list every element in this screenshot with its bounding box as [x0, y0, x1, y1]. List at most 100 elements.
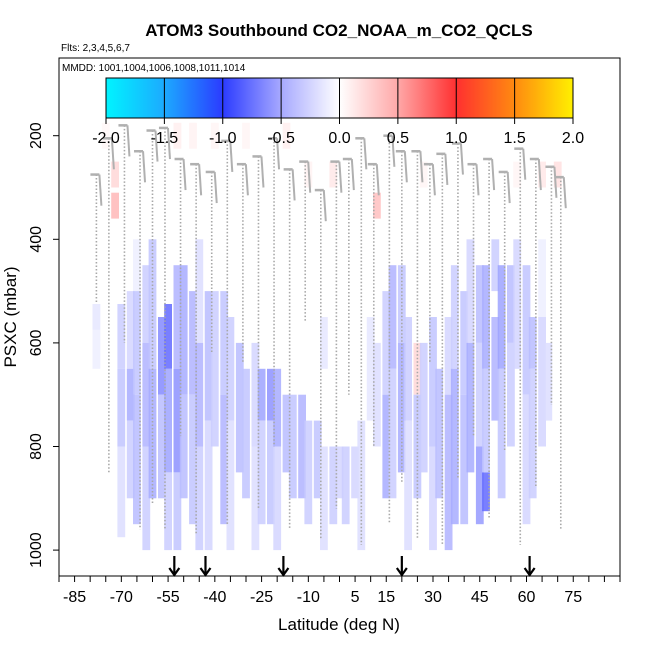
y-tick-label: 200: [28, 122, 45, 149]
heat-cell: [497, 265, 506, 369]
heat-cell: [313, 420, 322, 499]
profile-descent: [142, 151, 147, 183]
heat-cell: [195, 446, 204, 551]
profile-descent: [307, 161, 312, 193]
heat-cell: [179, 394, 188, 499]
profile-descent: [338, 161, 343, 193]
x-tick-label: -70: [110, 589, 133, 606]
heat-cell: [460, 291, 469, 395]
heat-cell: [522, 394, 531, 525]
heat-cell: [298, 394, 306, 499]
y-tick-label: 600: [28, 329, 45, 356]
heat-cell: [133, 239, 141, 292]
heat-cell: [404, 317, 412, 421]
heat-cell: [173, 265, 182, 369]
heat-cell: [388, 368, 397, 499]
colorbar-tick-label: 1.5: [504, 130, 526, 147]
x-tick-label: 30: [424, 589, 442, 606]
x-tick-label: -40: [203, 589, 226, 606]
heat-cell: [404, 420, 412, 551]
profile-descent: [491, 158, 496, 191]
flight-profiles: [90, 124, 567, 545]
x-axis-label: Latitude (deg N): [278, 615, 400, 634]
heat-cell: [189, 291, 197, 395]
heat-cell: [507, 342, 515, 447]
heat-cell: [304, 420, 313, 525]
heat-cell: [210, 122, 219, 149]
heat-cell: [117, 446, 126, 538]
heat-cell: [491, 239, 500, 292]
heat-cell: [335, 446, 344, 499]
heat-cell: [419, 342, 428, 473]
profile-descent: [154, 130, 159, 162]
y-tick-label: 400: [28, 226, 45, 253]
heat-cell: [482, 472, 490, 512]
heat-cell: [242, 122, 250, 149]
colorbar-tick-label: -2.0: [92, 130, 120, 147]
colorbar-tick-label: -0.5: [267, 130, 295, 147]
x-tick-label: -10: [297, 589, 320, 606]
heat-cell: [251, 446, 260, 551]
chart-title: ATOM3 Southbound CO2_NOAA_m_CO2_QCLS: [145, 21, 533, 40]
heat-cell: [189, 394, 197, 525]
heat-cell: [210, 291, 219, 447]
arrow-head: [395, 567, 408, 577]
profile-descent: [391, 135, 396, 167]
heat-cell: [382, 291, 391, 395]
heat-cell: [195, 342, 204, 447]
colorbar: -2.0 -1.5 -1.0 -0.5 0.0 0.5 1.0 1.5 2.0: [92, 77, 584, 147]
heat-cell: [320, 446, 328, 551]
heat-cell: [497, 368, 506, 499]
heat-cell: [204, 291, 213, 421]
profile-descent: [98, 174, 103, 206]
arrow-head: [277, 567, 290, 577]
heat-cell: [173, 122, 182, 149]
heat-cell: [148, 368, 157, 499]
profile-descent: [110, 138, 115, 170]
heat-cell: [482, 265, 490, 369]
x-axis: -85 -70 -55 -40 -25 -10 5 15 30 45 60 75: [58, 576, 621, 606]
heat-cell: [173, 472, 182, 551]
flights-label: Flts: 2,3,4,5,6,7: [61, 43, 130, 54]
profile-descent: [537, 158, 542, 191]
profile-descent: [475, 164, 480, 196]
heat-cell: [92, 329, 101, 369]
x-tick-label: 5: [351, 589, 360, 606]
heat-cell: [491, 317, 500, 421]
profile-descent: [553, 166, 558, 198]
heat-cell: [388, 265, 397, 369]
arrow-markers: [168, 556, 536, 577]
y-tick-label: 1000: [28, 532, 45, 568]
x-tick-label: 75: [564, 589, 582, 606]
heat-cell: [435, 368, 444, 499]
x-tick-label: 15: [377, 589, 395, 606]
heat-cell: [251, 342, 260, 447]
heat-cell: [101, 122, 110, 149]
heat-cell: [282, 394, 291, 473]
heat-cell: [429, 317, 437, 447]
heat-cell: [189, 122, 197, 149]
heat-cell: [513, 161, 522, 188]
y-axis-label: PSXC (mbar): [1, 266, 20, 367]
heat-cell: [351, 446, 359, 499]
heat-cell: [257, 420, 266, 525]
heat-cell: [538, 161, 546, 188]
profile-descent: [322, 190, 327, 222]
profile-descent: [522, 148, 527, 180]
heat-cell: [397, 265, 406, 343]
x-tick-label: -85: [63, 589, 86, 606]
heat-cell: [460, 394, 469, 525]
heat-cell: [538, 317, 546, 447]
heat-cell: [466, 239, 475, 343]
mmdd-label: MMDD: 1001,1004,1006,1008,1011,1014: [62, 63, 246, 74]
heat-cell: [466, 342, 475, 473]
heat-cell: [204, 420, 213, 551]
heat-cell: [179, 265, 188, 395]
profile-descent: [244, 164, 249, 196]
heat-cell: [475, 446, 484, 525]
heat-cell: [522, 265, 531, 395]
heat-cell: [475, 265, 484, 343]
colorbar-tick-label: -1.5: [151, 130, 179, 147]
